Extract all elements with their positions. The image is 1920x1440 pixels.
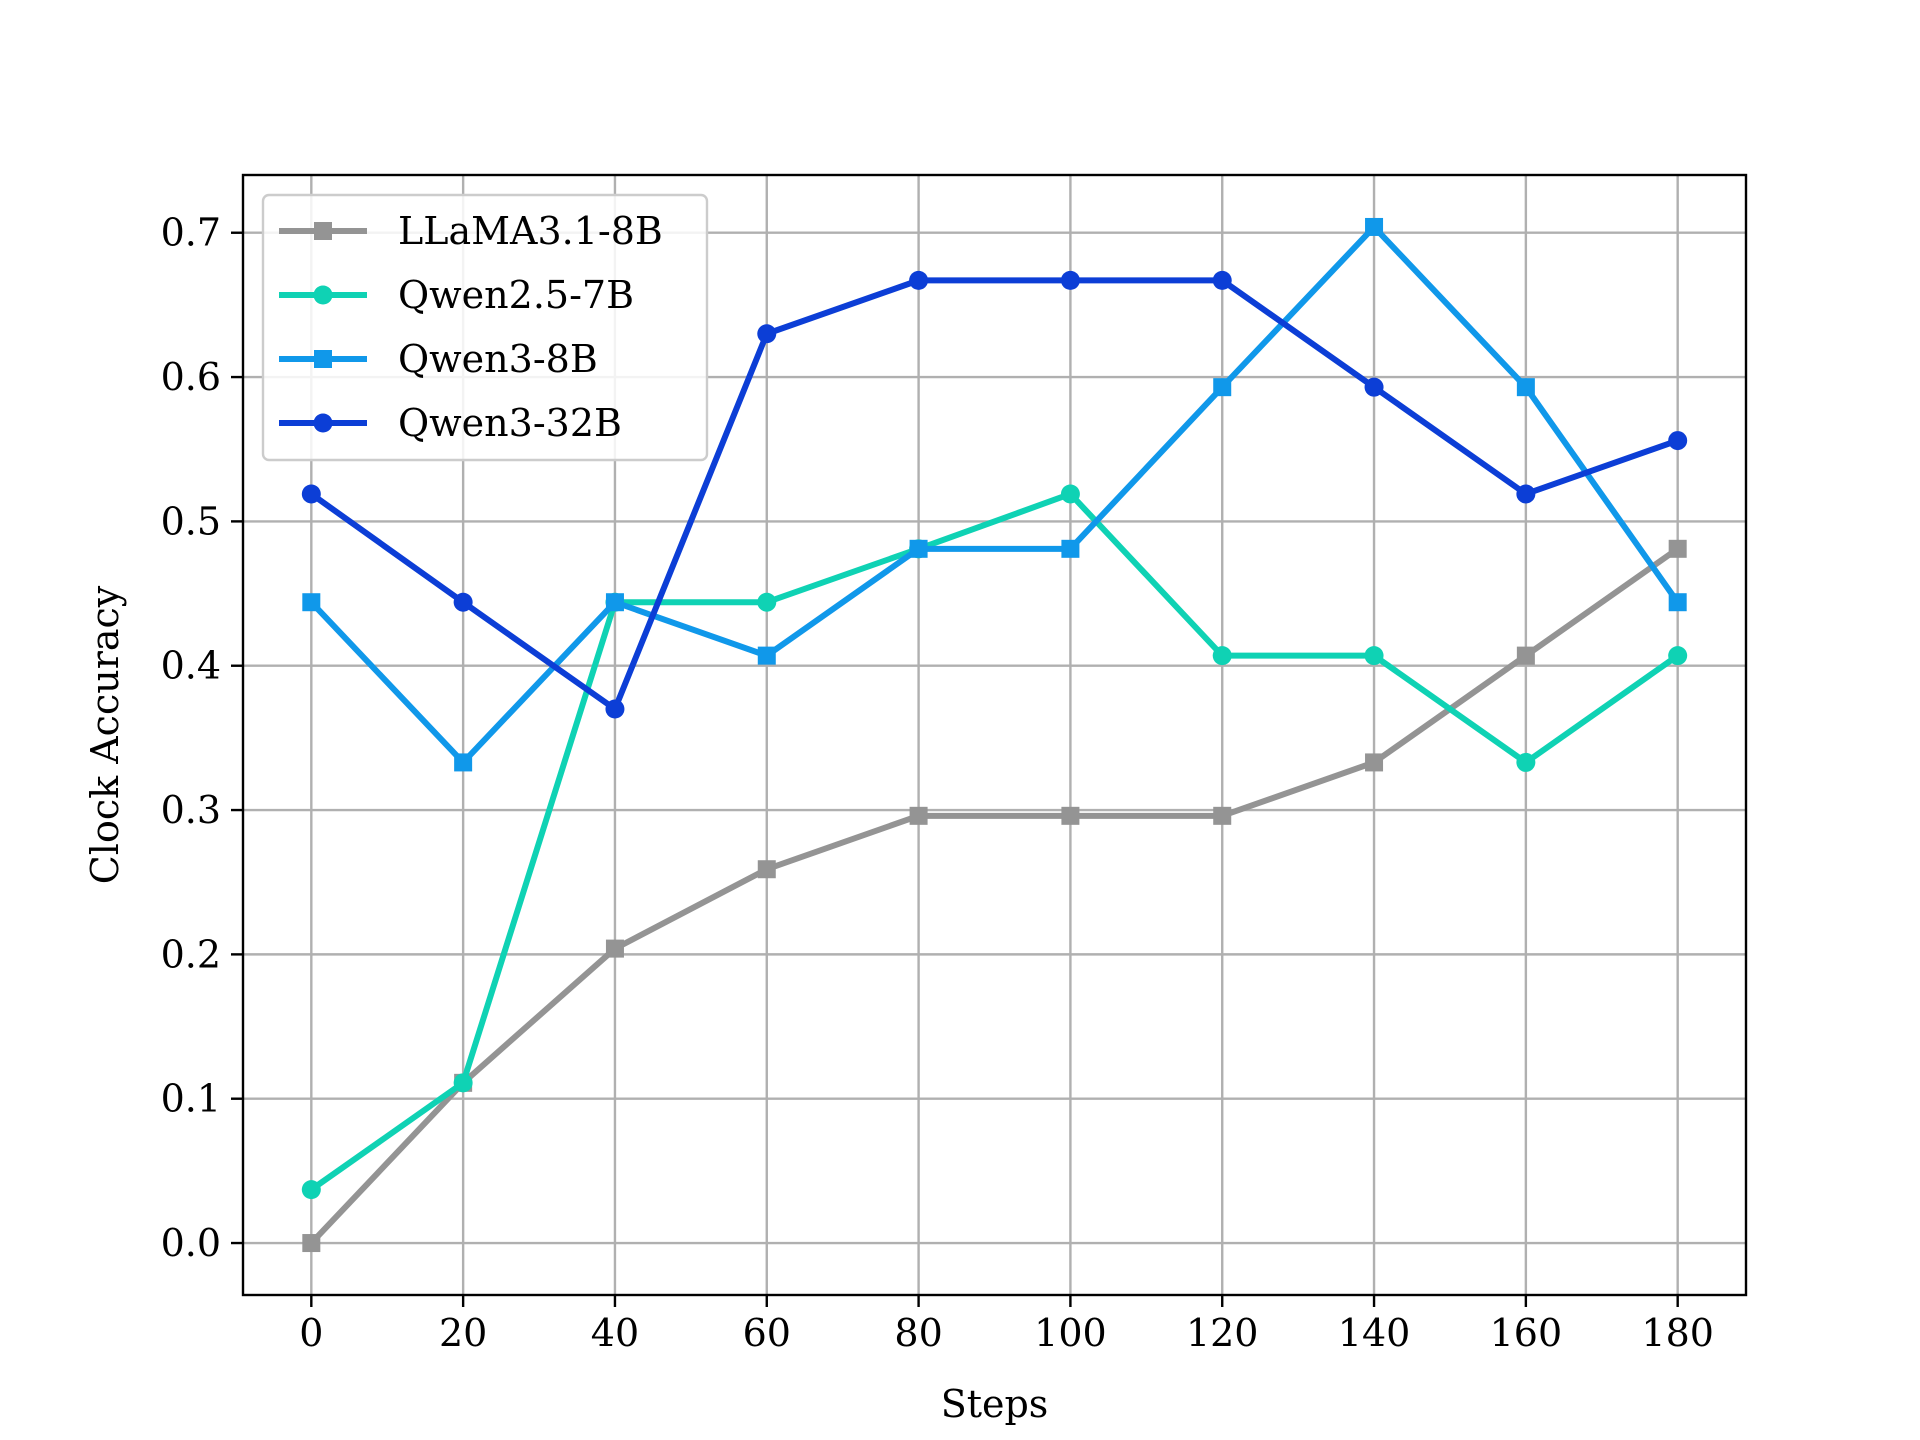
data-point	[1060, 270, 1080, 290]
data-point	[301, 484, 321, 504]
y-tick-label: 0.2	[161, 932, 221, 976]
legend-swatch-marker	[314, 350, 332, 368]
series-line	[309, 490, 1680, 1193]
data-point	[605, 939, 624, 958]
x-axis-label: Steps	[941, 1382, 1049, 1426]
y-tick-label: 0.4	[161, 644, 221, 688]
data-point	[1212, 270, 1232, 290]
data-point	[1364, 377, 1384, 397]
data-point	[757, 860, 776, 879]
data-point	[605, 593, 624, 612]
legend: LLaMA3.1-8B Qwen2.5-7B Qwen3-8B Qwen3-32B	[261, 193, 709, 462]
y-tick-label: 0.1	[161, 1077, 221, 1121]
y-tick-label: 0.3	[161, 788, 221, 832]
data-point	[1668, 539, 1687, 558]
data-point	[1516, 646, 1535, 665]
data-point	[757, 592, 777, 612]
x-tick-label: 180	[1641, 1311, 1714, 1355]
plot-frame	[241, 173, 1748, 1297]
data-point	[1213, 806, 1232, 825]
legend-label: LLaMA3.1-8B	[398, 209, 663, 253]
legend-box	[261, 193, 709, 462]
data-point	[301, 1180, 321, 1200]
data-point	[453, 592, 473, 612]
x-tick-label: 40	[591, 1311, 639, 1355]
data-point	[1061, 539, 1080, 558]
data-point	[1668, 593, 1687, 612]
series-LLaMA3.1-8B	[302, 539, 1687, 1253]
series-line	[309, 223, 1681, 766]
legend-label: Qwen3-32B	[398, 401, 622, 445]
series-Qwen3-32B	[301, 270, 1688, 719]
y-axis-label: Clock Accuracy	[83, 585, 127, 884]
x-tick-label: 20	[439, 1311, 487, 1355]
series-line	[309, 546, 1680, 1246]
data-point	[1364, 646, 1384, 666]
data-point	[1365, 217, 1384, 236]
data-point	[302, 593, 321, 612]
data-point	[453, 1073, 473, 1093]
data-point	[1061, 806, 1080, 825]
legend-swatch-marker	[313, 413, 333, 433]
legend-swatch-marker	[313, 285, 333, 305]
legend-item: Qwen2.5-7B	[279, 273, 634, 317]
legend-swatch-marker	[314, 222, 332, 240]
x-tick-label: 0	[299, 1311, 323, 1355]
data-point	[1212, 646, 1232, 666]
data-point	[454, 753, 473, 772]
data-point	[1516, 378, 1535, 397]
x-tick-label: 100	[1034, 1311, 1107, 1355]
data-point	[1213, 378, 1232, 397]
data-point	[1060, 484, 1080, 504]
y-tick-label: 0.7	[161, 211, 221, 255]
data-point	[909, 806, 928, 825]
data-point	[1668, 646, 1688, 666]
data-point	[1668, 431, 1688, 451]
x-tick-label: 140	[1338, 1311, 1411, 1355]
data-point	[757, 324, 777, 344]
grid-lines	[243, 175, 1746, 1295]
legend-label: Qwen3-8B	[398, 337, 598, 381]
series-Qwen3-8B	[302, 217, 1687, 772]
series-Qwen2.5-7B	[301, 484, 1688, 1200]
data-point	[909, 270, 929, 290]
x-tick-label: 60	[743, 1311, 791, 1355]
x-tick-label: 80	[894, 1311, 942, 1355]
legend-label: Qwen2.5-7B	[398, 273, 634, 317]
legend-item: Qwen3-8B	[279, 337, 598, 381]
legend-item: LLaMA3.1-8B	[279, 209, 663, 253]
y-tick-label: 0.6	[161, 355, 221, 399]
data-point	[757, 646, 776, 665]
data-point	[1365, 753, 1384, 772]
data-point	[302, 1234, 321, 1253]
legend-item: Qwen3-32B	[279, 401, 622, 445]
y-tick-label: 0.5	[161, 499, 221, 543]
data-point	[1516, 484, 1536, 504]
series-layer	[301, 217, 1688, 1253]
x-axis-ticks: 0 20 40 60 80 100 120 140 160 180	[299, 1295, 1714, 1355]
x-tick-label: 120	[1186, 1311, 1259, 1355]
y-tick-label: 0.0	[161, 1221, 221, 1265]
y-axis-ticks: 0.0 0.1 0.2 0.3 0.4 0.5 0.6 0.7	[161, 211, 243, 1265]
data-point	[605, 699, 625, 719]
x-tick-label: 160	[1490, 1311, 1563, 1355]
data-point	[909, 539, 928, 558]
series-line	[309, 277, 1679, 713]
data-point	[1516, 752, 1536, 772]
